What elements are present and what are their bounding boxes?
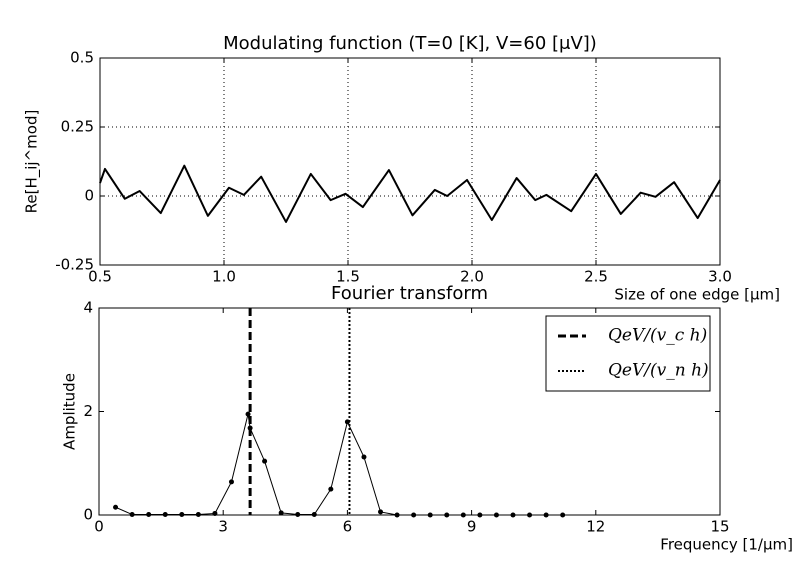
y-tick-label: 0 xyxy=(84,187,94,205)
y-tick-label: 0.5 xyxy=(70,49,94,67)
data-point xyxy=(195,511,201,517)
data-point xyxy=(146,511,152,517)
data-point xyxy=(129,511,135,517)
y-tick-label: 0.25 xyxy=(61,118,94,136)
plot-frame xyxy=(98,307,721,516)
data-line xyxy=(99,164,721,223)
x-tick-label: 15 xyxy=(710,518,729,536)
x-tick-label: 6 xyxy=(343,518,353,536)
data-point xyxy=(344,419,350,425)
legend-box xyxy=(545,315,711,392)
data-point xyxy=(262,458,268,464)
y-tick-label: 0 xyxy=(83,506,93,524)
x-axis-label: Size of one edge [μm] xyxy=(614,286,780,304)
data-point xyxy=(311,511,317,517)
data-point xyxy=(162,511,168,517)
x-tick-label: 1.5 xyxy=(336,268,360,286)
x-tick-label: 2.0 xyxy=(460,268,484,286)
data-point xyxy=(278,510,284,516)
plot-frame xyxy=(99,57,721,266)
y-tick-label: 4 xyxy=(83,299,93,317)
data-point xyxy=(361,454,367,460)
legend-label: QeV/(v_n h) xyxy=(608,361,709,381)
chart-title: Modulating function (T=0 [K], V=60 [μV]) xyxy=(223,33,597,54)
y-axis-label: Re[H_ij^mod] xyxy=(23,110,42,214)
data-point xyxy=(113,504,119,510)
x-tick-label: 2.5 xyxy=(584,268,608,286)
data-point xyxy=(228,479,234,485)
y-tick-label: 2 xyxy=(83,402,93,420)
plot-area xyxy=(100,58,720,265)
x-tick-label: 9 xyxy=(467,518,477,536)
y-axis-label: Amplitude xyxy=(61,373,79,450)
legend-label: QeV/(v_c h) xyxy=(608,326,707,346)
x-tick-label: 0.5 xyxy=(88,268,112,286)
data-point xyxy=(245,411,251,417)
x-axis-label: Frequency [1/μm] xyxy=(660,536,793,554)
data-point xyxy=(247,425,253,431)
x-tick-label: 12 xyxy=(586,518,605,536)
data-point xyxy=(378,509,384,515)
x-tick-label: 0 xyxy=(94,518,104,536)
chart-title: Fourier transform xyxy=(331,283,488,304)
x-tick-label: 3 xyxy=(218,518,228,536)
data-point xyxy=(328,486,334,492)
x-tick-label: 1.0 xyxy=(212,268,236,286)
y-tick-label: -0.25 xyxy=(55,256,94,274)
data-point xyxy=(179,511,185,517)
data-point xyxy=(295,511,301,517)
x-tick-label: 3.0 xyxy=(708,268,732,286)
